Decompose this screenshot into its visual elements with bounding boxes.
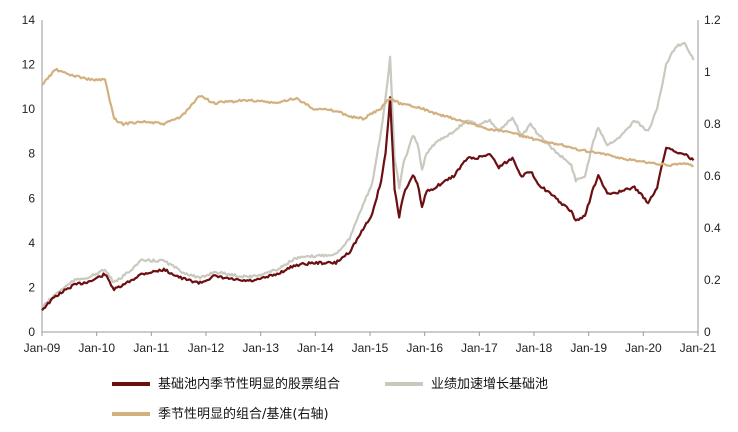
left-tick-label: 14 (22, 13, 36, 27)
x-tick-label: Jan-16 (406, 341, 443, 355)
right-tick-label: 0.2 (704, 273, 721, 287)
series-line-0 (41, 96, 695, 311)
right-tick-label: 0 (704, 325, 711, 339)
x-tick-label: Jan-14 (297, 341, 334, 355)
right-tick-label: 0.4 (704, 221, 721, 235)
right-axis-tick-labels: 0 0.2 0.4 0.6 0.8 1 1.2 (704, 13, 721, 339)
left-axis-tick-labels: 0 2 4 6 8 10 12 14 (22, 13, 36, 339)
left-tick-label: 0 (28, 325, 35, 339)
right-tick-label: 1.2 (704, 13, 721, 27)
left-tick-label: 6 (28, 191, 35, 205)
x-tick-label: Jan-18 (516, 341, 553, 355)
x-tick-label: Jan-17 (461, 341, 498, 355)
x-tick-label: Jan-10 (78, 341, 115, 355)
x-tick-label: Jan-12 (188, 341, 225, 355)
series-line-2 (41, 67, 694, 168)
x-tick-label: Jan-20 (625, 341, 662, 355)
left-tick-label: 2 (28, 280, 35, 294)
left-tick-label: 10 (22, 102, 36, 116)
legend-label-2: 季节性明显的组合/基准(右轴) (158, 406, 329, 422)
series-layer (41, 41, 695, 311)
left-tick-label: 12 (22, 58, 36, 72)
legend-label-1: 业绩加速增长基础池 (431, 377, 548, 392)
x-tick-label: Jan-15 (352, 341, 389, 355)
right-tick-label: 0.6 (704, 169, 721, 183)
right-tick-label: 1 (704, 65, 711, 79)
left-tick-label: 8 (28, 147, 35, 161)
x-tick-label: Jan-19 (570, 341, 607, 355)
x-tick-label: Jan-09 (24, 341, 61, 355)
x-axis-tick-labels: Jan-09 Jan-10 Jan-11 Jan-12 Jan-13 Jan-14 Jan-… (24, 332, 717, 355)
x-tick-label: Jan-13 (242, 341, 279, 355)
x-tick-label: Jan-11 (133, 341, 169, 355)
series-line-1 (41, 41, 695, 309)
x-tick-label: Jan-21 (680, 341, 717, 355)
left-tick-label: 4 (28, 236, 35, 250)
legend-label-0: 基础池内季节性明显的股票组合 (158, 376, 340, 392)
right-tick-label: 0.8 (704, 117, 721, 131)
